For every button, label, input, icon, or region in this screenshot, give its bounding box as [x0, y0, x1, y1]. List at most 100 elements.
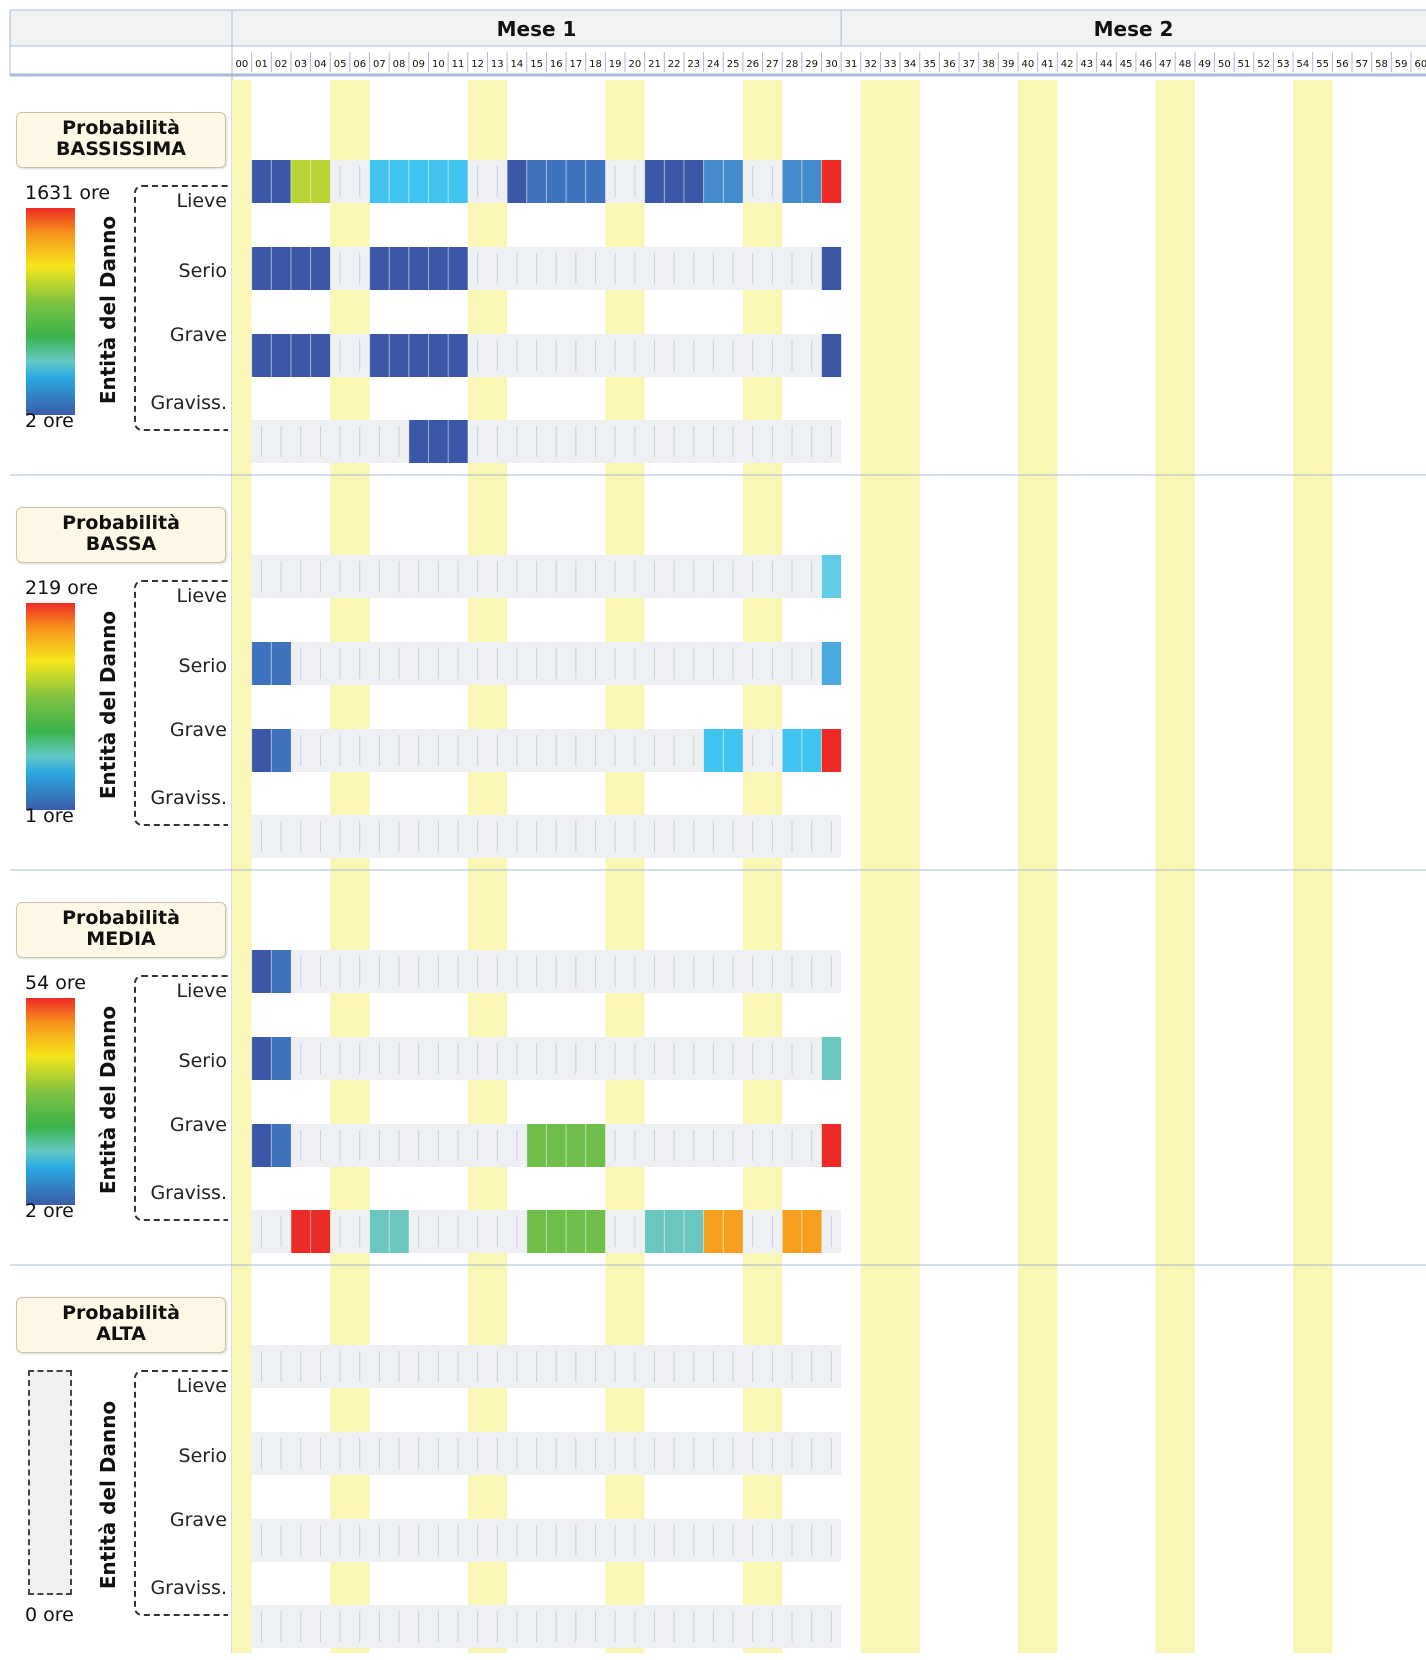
day-tick-label: 25 — [727, 59, 740, 70]
heatmap-cell — [310, 160, 331, 203]
highlight-column — [860, 80, 881, 1653]
heatmap-cell — [703, 1210, 724, 1253]
day-tick-label: 19 — [609, 59, 622, 70]
heatmap-cell — [782, 160, 802, 203]
heatmap-cell — [428, 334, 449, 377]
heatmap-cell — [723, 729, 743, 772]
heatmap-cell — [782, 729, 802, 772]
severity-label: Graviss. — [148, 787, 227, 809]
day-tick-label: 36 — [943, 59, 956, 70]
scale-max-label: 1631 ore — [25, 182, 111, 204]
scale-min-label: 1 ore — [25, 805, 74, 827]
severity-label: Graviss. — [148, 392, 227, 414]
heatmap-cell — [821, 1124, 842, 1167]
probability-label: Probabilità — [62, 907, 180, 929]
axis-title: Entità del Danno — [96, 215, 120, 405]
heatmap-cell — [408, 160, 429, 203]
probability-label: Probabilità — [62, 117, 180, 139]
day-tick-label: 54 — [1297, 59, 1310, 70]
severity-label: Grave — [167, 1509, 227, 1531]
heatmap-cell — [251, 950, 272, 993]
severity-label: Lieve — [174, 1375, 227, 1397]
heatmap-cell — [290, 334, 311, 377]
heatmap-cell — [251, 729, 272, 772]
heatmap-cell — [821, 334, 842, 377]
day-tick-label: 37 — [963, 59, 976, 70]
day-tick-label: 58 — [1375, 59, 1388, 70]
heatmap-cell — [369, 334, 390, 377]
heatmap-cell — [448, 160, 468, 203]
heatmap-cell — [389, 160, 409, 203]
day-tick-label: 06 — [353, 59, 366, 70]
probability-label-box: Probabilità BASSISSIMA — [16, 112, 226, 168]
highlight-column — [232, 80, 252, 1653]
heatmap-cell — [271, 950, 291, 993]
heatmap-cell — [526, 1124, 547, 1167]
heatmap-cell — [448, 247, 468, 290]
probability-panel: Probabilità MEDIA 54 ore 2 ore Entità del Da… — [0, 870, 233, 1265]
severity-label: Lieve — [174, 585, 227, 607]
heatmap-cell — [821, 1037, 842, 1080]
day-tick-label: 21 — [648, 59, 661, 70]
day-tick-label: 18 — [589, 59, 602, 70]
heatmap-cell — [408, 420, 429, 463]
heatmap-cell — [585, 1124, 606, 1167]
day-tick-label: 26 — [746, 59, 759, 70]
day-tick-label: 03 — [294, 59, 307, 70]
heatmap-cell — [507, 160, 527, 203]
day-tick-label: 04 — [314, 59, 327, 70]
heatmap-cell — [408, 334, 429, 377]
heatmap-cell — [723, 160, 743, 203]
heatmap-cell — [310, 334, 331, 377]
heatmap-cell — [271, 160, 291, 203]
heatmap-cell — [566, 160, 586, 203]
color-scale-bar — [26, 208, 75, 415]
heatmap-cell — [644, 1210, 665, 1253]
highlight-column — [487, 80, 508, 1653]
heatmap-cell — [585, 1210, 606, 1253]
day-tick-label: 46 — [1139, 59, 1152, 70]
highlight-column — [1018, 80, 1038, 1653]
heatmap-cell — [703, 729, 724, 772]
day-tick-label: 43 — [1080, 59, 1093, 70]
day-tick-label: 42 — [1061, 59, 1074, 70]
heatmap-cell — [310, 247, 331, 290]
highlight-column — [1037, 80, 1058, 1653]
heatmap-cell — [821, 555, 842, 598]
heatmap-cell — [683, 160, 704, 203]
highlight-column — [900, 80, 920, 1653]
heatmap-cell — [801, 1210, 822, 1253]
day-tick-label: 28 — [786, 59, 799, 70]
severity-label: Serio — [176, 260, 227, 282]
heatmap-cell — [821, 247, 842, 290]
day-tick-label: 05 — [334, 59, 347, 70]
day-tick-label: 24 — [707, 59, 720, 70]
day-tick-label: 47 — [1159, 59, 1172, 70]
probability-label-box: Probabilità MEDIA — [16, 902, 226, 958]
highlight-column — [1312, 80, 1333, 1653]
day-tick-label: 20 — [628, 59, 641, 70]
month-label: Mese 2 — [1094, 17, 1174, 41]
day-tick-label: 15 — [530, 59, 543, 70]
highlight-column — [762, 80, 783, 1653]
day-tick-label: 23 — [687, 59, 700, 70]
highlight-column — [330, 80, 350, 1653]
highlight-column — [605, 80, 625, 1653]
day-tick-label: 56 — [1336, 59, 1349, 70]
heatmap-cell — [251, 1124, 272, 1167]
severity-label: Serio — [176, 655, 227, 677]
heatmap-cell — [369, 247, 390, 290]
heatmap-cell — [782, 1210, 802, 1253]
day-tick-label: 38 — [982, 59, 995, 70]
highlight-column — [742, 80, 763, 1653]
heatmap-cell — [369, 1210, 390, 1253]
heatmap-cell — [389, 1210, 409, 1253]
heatmap-cell — [271, 247, 291, 290]
day-tick-label: 29 — [805, 59, 818, 70]
day-tick-label: 07 — [373, 59, 386, 70]
day-tick-label: 53 — [1277, 59, 1290, 70]
severity-bracket — [134, 1370, 228, 1616]
heatmap-cell — [683, 1210, 704, 1253]
day-tick-label: 09 — [412, 59, 425, 70]
severity-label: Serio — [176, 1050, 227, 1072]
